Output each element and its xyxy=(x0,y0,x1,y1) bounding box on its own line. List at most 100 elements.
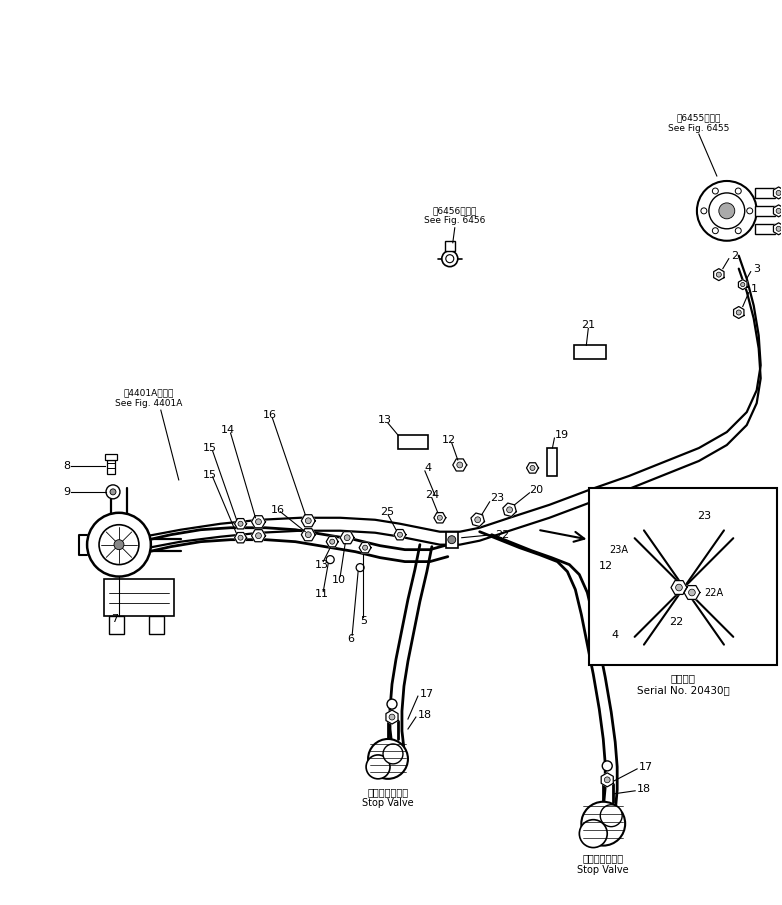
Text: 19: 19 xyxy=(554,430,569,440)
Bar xyxy=(445,241,455,251)
Circle shape xyxy=(708,193,744,229)
Circle shape xyxy=(712,228,719,233)
Bar xyxy=(109,616,124,634)
Text: 22A: 22A xyxy=(704,587,723,597)
Polygon shape xyxy=(503,503,516,517)
Text: 10: 10 xyxy=(332,575,346,585)
Polygon shape xyxy=(326,537,338,547)
Circle shape xyxy=(736,310,741,315)
Text: 23: 23 xyxy=(490,493,504,503)
Polygon shape xyxy=(601,773,613,786)
Text: 20: 20 xyxy=(529,485,543,495)
Circle shape xyxy=(579,820,608,848)
Text: 16: 16 xyxy=(263,410,277,420)
Polygon shape xyxy=(773,187,782,199)
Polygon shape xyxy=(340,531,354,544)
Circle shape xyxy=(387,700,397,710)
Circle shape xyxy=(689,589,695,595)
Polygon shape xyxy=(359,542,371,553)
Bar xyxy=(149,616,163,634)
Polygon shape xyxy=(386,710,398,724)
Bar xyxy=(105,454,117,460)
Circle shape xyxy=(776,208,781,214)
Bar xyxy=(107,460,115,474)
Bar xyxy=(398,435,428,449)
Polygon shape xyxy=(671,581,687,595)
Text: 12: 12 xyxy=(442,435,456,445)
Polygon shape xyxy=(714,269,724,281)
Polygon shape xyxy=(684,586,700,599)
Text: 16: 16 xyxy=(271,505,285,515)
Circle shape xyxy=(330,539,335,544)
Text: 15: 15 xyxy=(203,443,217,453)
Circle shape xyxy=(238,535,243,540)
Circle shape xyxy=(356,564,364,572)
Circle shape xyxy=(676,584,683,591)
Polygon shape xyxy=(235,519,246,529)
Text: 9: 9 xyxy=(63,487,70,497)
Circle shape xyxy=(735,228,741,233)
Bar xyxy=(755,188,775,198)
Polygon shape xyxy=(252,529,265,542)
Text: 14: 14 xyxy=(221,425,235,435)
Bar xyxy=(547,448,558,476)
Circle shape xyxy=(448,536,456,544)
Circle shape xyxy=(776,226,781,232)
Text: 17: 17 xyxy=(639,762,653,772)
Circle shape xyxy=(389,714,395,720)
Circle shape xyxy=(366,755,390,779)
Text: 5: 5 xyxy=(360,616,367,626)
Bar xyxy=(446,532,457,548)
Circle shape xyxy=(437,515,443,520)
Text: 第6456図参照
See Fig. 6456: 第6456図参照 See Fig. 6456 xyxy=(424,205,486,225)
Polygon shape xyxy=(252,516,265,528)
Polygon shape xyxy=(394,529,406,540)
Text: 23A: 23A xyxy=(609,545,628,555)
Bar xyxy=(590,488,777,665)
Polygon shape xyxy=(434,512,446,523)
Polygon shape xyxy=(301,529,315,541)
Circle shape xyxy=(604,776,610,783)
Bar xyxy=(104,578,174,616)
Polygon shape xyxy=(453,459,467,471)
Text: 3: 3 xyxy=(753,263,759,273)
Text: ストップバルブ
Stop Valve: ストップバルブ Stop Valve xyxy=(362,786,414,808)
Text: 13: 13 xyxy=(378,415,392,425)
Circle shape xyxy=(87,513,151,576)
Bar xyxy=(574,346,606,359)
Text: 18: 18 xyxy=(418,710,432,720)
Text: 21: 21 xyxy=(581,320,595,330)
Circle shape xyxy=(719,203,735,219)
Text: 11: 11 xyxy=(315,589,329,599)
Circle shape xyxy=(602,761,612,771)
Circle shape xyxy=(99,525,139,565)
Circle shape xyxy=(256,519,261,525)
Circle shape xyxy=(776,190,781,195)
Circle shape xyxy=(446,254,454,262)
Circle shape xyxy=(735,188,741,194)
Circle shape xyxy=(106,485,120,499)
Text: 13: 13 xyxy=(315,559,329,569)
Circle shape xyxy=(442,251,457,267)
Circle shape xyxy=(697,181,757,241)
Text: 23: 23 xyxy=(697,510,711,520)
Text: 4: 4 xyxy=(612,631,619,641)
Text: 第4401A図参照
See Fig. 4401A: 第4401A図参照 See Fig. 4401A xyxy=(115,388,182,407)
Bar xyxy=(755,205,775,216)
Polygon shape xyxy=(738,280,747,290)
Text: 22: 22 xyxy=(495,529,509,539)
Text: 12: 12 xyxy=(599,560,613,570)
Circle shape xyxy=(701,208,707,214)
Circle shape xyxy=(712,188,719,194)
Polygon shape xyxy=(471,513,484,527)
Polygon shape xyxy=(235,532,246,543)
Text: 7: 7 xyxy=(111,614,118,624)
Bar xyxy=(755,224,775,233)
Circle shape xyxy=(110,489,116,495)
Polygon shape xyxy=(773,205,782,217)
Text: 24: 24 xyxy=(425,490,439,500)
Circle shape xyxy=(344,535,350,540)
Circle shape xyxy=(530,465,535,471)
FancyArrowPatch shape xyxy=(540,530,584,542)
Text: 18: 18 xyxy=(637,784,651,794)
